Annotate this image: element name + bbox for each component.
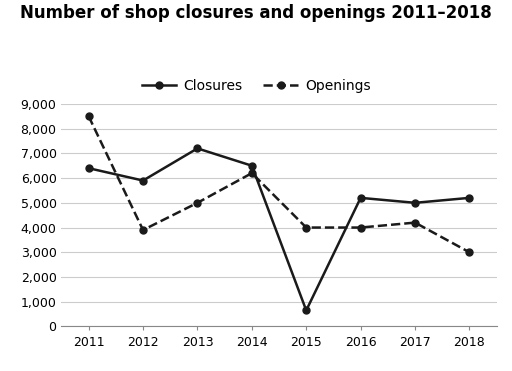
Closures (357, 196, 364, 200)
Text: Number of shop closures and openings 2011–2018: Number of shop closures and openings 201… (20, 4, 492, 22)
Openings (195, 201, 201, 205)
Line: Openings: Openings (85, 113, 473, 256)
Closures (249, 164, 255, 168)
Closures (195, 146, 201, 151)
Openings (357, 225, 364, 230)
Openings (140, 228, 146, 232)
Openings (412, 220, 418, 225)
Openings (303, 225, 309, 230)
Line: Closures: Closures (85, 145, 473, 314)
Closures (140, 178, 146, 183)
Openings (466, 250, 473, 255)
Closures (303, 308, 309, 313)
Closures (86, 166, 92, 170)
Legend: Closures, Openings: Closures, Openings (136, 74, 376, 99)
Closures (466, 196, 473, 200)
Openings (86, 114, 92, 118)
Closures (412, 201, 418, 205)
Openings (249, 171, 255, 175)
